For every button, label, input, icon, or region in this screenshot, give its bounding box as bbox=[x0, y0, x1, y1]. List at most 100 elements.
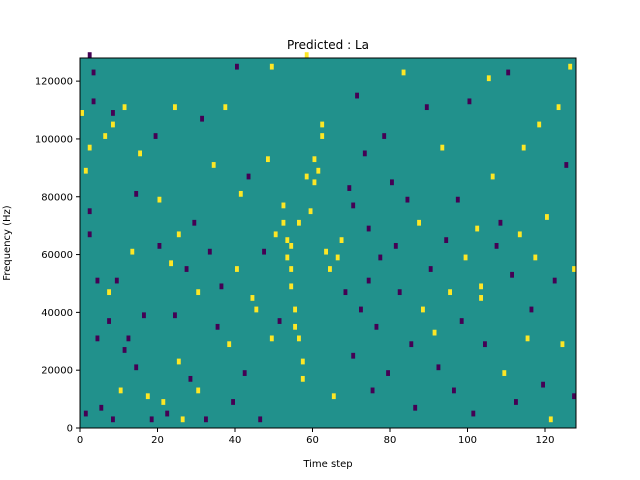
heatmap-cell bbox=[448, 289, 452, 296]
heatmap-cell bbox=[87, 144, 92, 151]
heatmap-cell bbox=[238, 190, 243, 197]
heatmap-cell bbox=[204, 416, 208, 423]
heatmap-cell bbox=[99, 404, 104, 411]
heatmap-cell bbox=[393, 243, 398, 249]
heatmap-cell bbox=[107, 318, 111, 324]
heatmap-cell bbox=[475, 225, 480, 232]
heatmap-cell bbox=[328, 266, 332, 272]
heatmap-cell bbox=[320, 121, 325, 128]
heatmap-cell bbox=[366, 277, 371, 284]
heatmap-cell bbox=[486, 75, 491, 82]
heatmap-cell bbox=[293, 306, 297, 313]
heatmap-cell bbox=[281, 202, 286, 209]
heatmap-cell bbox=[308, 208, 313, 215]
heatmap-cell bbox=[227, 341, 232, 348]
heatmap-cell bbox=[359, 306, 363, 313]
heatmap-cell bbox=[281, 219, 286, 226]
heatmap-cell bbox=[300, 375, 305, 382]
plot-frame bbox=[79, 57, 577, 429]
y-tick-label: 100000 bbox=[35, 134, 73, 145]
heatmap-cell bbox=[235, 266, 239, 272]
heatmap-cell bbox=[537, 121, 542, 128]
heatmap-cell bbox=[165, 410, 170, 417]
heatmap-cell bbox=[83, 167, 88, 174]
heatmap-cell bbox=[176, 231, 181, 238]
heatmap-cell bbox=[362, 150, 367, 157]
y-tick-label: 40000 bbox=[41, 308, 73, 319]
heatmap-cell bbox=[285, 254, 290, 261]
heatmap-cell bbox=[370, 387, 375, 394]
y-tick-label: 0 bbox=[67, 424, 73, 435]
heatmap-cell bbox=[366, 225, 371, 232]
heatmap-cell bbox=[103, 133, 108, 139]
heatmap-cells bbox=[80, 52, 576, 423]
heatmap-cell bbox=[138, 150, 142, 157]
y-tick-label: 60000 bbox=[41, 250, 73, 261]
heatmap-cell bbox=[192, 219, 197, 226]
heatmap-cell bbox=[378, 254, 383, 261]
heatmap-cell bbox=[533, 254, 538, 261]
heatmap-cell bbox=[277, 318, 282, 324]
heatmap-cell bbox=[173, 104, 177, 111]
heatmap-background bbox=[80, 58, 576, 428]
heatmap-cell bbox=[145, 393, 150, 400]
heatmap-cell bbox=[463, 254, 468, 261]
heatmap-cell bbox=[122, 104, 127, 111]
heatmap-cell bbox=[510, 271, 514, 278]
heatmap-cell bbox=[312, 156, 317, 163]
heatmap-cell bbox=[219, 283, 224, 290]
x-axis-label: Time step bbox=[302, 459, 352, 470]
heatmap-cell bbox=[479, 283, 483, 290]
heatmap-cell bbox=[130, 248, 135, 255]
heatmap-cell bbox=[297, 335, 301, 342]
heatmap-cell bbox=[111, 416, 115, 423]
heatmap-cell bbox=[250, 295, 255, 301]
heatmap-cell bbox=[87, 52, 92, 58]
x-tick-label: 0 bbox=[77, 435, 83, 446]
heatmap-cell bbox=[444, 237, 449, 243]
heatmap-cell bbox=[568, 63, 573, 70]
heatmap-cell bbox=[289, 266, 294, 272]
heatmap-cell bbox=[149, 416, 154, 423]
heatmap-cell bbox=[95, 335, 100, 342]
heatmap-cell bbox=[312, 179, 317, 186]
heatmap-cell bbox=[421, 306, 425, 313]
heatmap-cell bbox=[529, 306, 534, 313]
heatmap-cell bbox=[514, 399, 518, 405]
y-tick-label: 120000 bbox=[35, 77, 73, 88]
x-tick-label: 20 bbox=[151, 435, 164, 446]
heatmap-cell bbox=[424, 104, 429, 111]
heatmap-cell bbox=[545, 214, 549, 220]
heatmap-cell bbox=[289, 243, 294, 249]
x-tick-label: 80 bbox=[384, 435, 397, 446]
heatmap-cell bbox=[409, 341, 414, 348]
heatmap-cell bbox=[80, 110, 84, 116]
heatmap-cell bbox=[413, 404, 418, 411]
heatmap-cell bbox=[153, 133, 158, 139]
x-tick-label: 40 bbox=[229, 435, 242, 446]
heatmap-cell bbox=[401, 69, 406, 76]
heatmap-cell bbox=[498, 219, 503, 226]
heatmap-cell bbox=[428, 266, 433, 272]
heatmap-cell bbox=[517, 231, 522, 238]
y-tick-label: 20000 bbox=[41, 366, 73, 377]
heatmap-cell bbox=[180, 416, 185, 423]
heatmap-cell bbox=[572, 266, 576, 272]
heatmap-cell bbox=[173, 312, 177, 319]
heatmap-cell bbox=[316, 167, 321, 174]
heatmap-cell bbox=[502, 370, 507, 376]
heatmap-cell bbox=[211, 162, 216, 168]
heatmap-cell bbox=[207, 248, 212, 255]
heatmap-cell bbox=[556, 104, 561, 111]
heatmap-cell bbox=[320, 133, 325, 139]
heatmap-cell bbox=[196, 289, 201, 296]
plot-area bbox=[79, 52, 577, 429]
heatmap-cell bbox=[161, 399, 166, 405]
heatmap-cell bbox=[285, 237, 290, 243]
heatmap-cell bbox=[215, 323, 220, 330]
heatmap-cell bbox=[200, 115, 204, 122]
heatmap-cell bbox=[506, 69, 511, 76]
heatmap-cell bbox=[494, 243, 499, 249]
x-axis-ticks: 0 20 40 60 80 100 120 bbox=[77, 428, 555, 446]
heatmap-cell bbox=[235, 63, 239, 70]
